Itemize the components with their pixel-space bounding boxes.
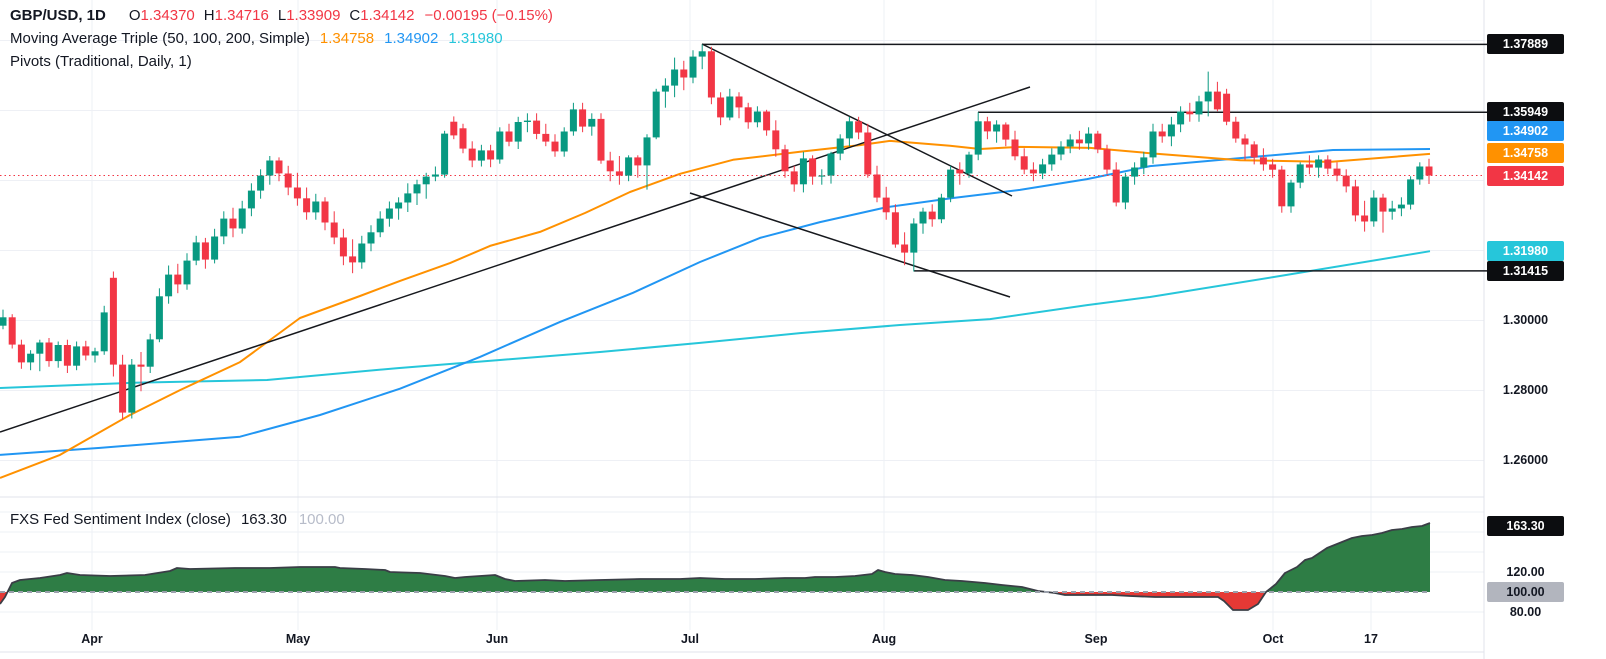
sentiment-area[interactable] [0,522,1431,611]
change-value: −0.00195 (−0.15%) [424,7,553,24]
open-value: 1.34370 [140,7,195,24]
sentiment-legend[interactable]: FXS Fed Sentiment Index (close) 163.30 100… [10,511,345,528]
sentiment-value: 163.30 [240,511,287,528]
ma100-value: 1.34902 [384,30,439,47]
ma200-value: 1.31980 [448,30,503,47]
high-value: 1.34716 [214,7,269,24]
symbol-title[interactable]: GBP/USD, 1D [10,7,106,24]
ma-indicator-label[interactable]: Moving Average Triple (50, 100, 200, Sim… [10,30,310,47]
ma100-line[interactable] [0,148,1431,456]
ma200-line[interactable] [0,250,1431,389]
chart-legend: GBP/USD, 1D O1.34370 H1.34716 L1.33909 C1.34… [10,4,553,73]
candles[interactable] [0,44,1433,420]
ma50-value: 1.34758 [319,30,375,47]
high-key: H [203,7,215,24]
open-key: O [128,7,141,24]
ma-indicator-row[interactable]: Moving Average Triple (50, 100, 200, Sim… [10,27,553,50]
pivots-indicator-label[interactable]: Pivots (Traditional, Daily, 1) [10,53,192,70]
pivot-level-lines[interactable] [702,43,1488,272]
pane-borders [0,0,1485,659]
pivots-indicator-row[interactable]: Pivots (Traditional, Daily, 1) [10,50,553,73]
gridlines [0,0,1484,630]
symbol-row[interactable]: GBP/USD, 1D O1.34370 H1.34716 L1.33909 C1.34… [10,4,553,27]
close-value: 1.34142 [360,7,415,24]
close-key: C [349,7,361,24]
ma50-line[interactable] [0,139,1431,479]
low-key: L [277,7,287,24]
low-value: 1.33909 [286,7,341,24]
sentiment-label[interactable]: FXS Fed Sentiment Index (close) [10,511,231,528]
sentiment-baseline-value: 100.00 [298,511,345,528]
